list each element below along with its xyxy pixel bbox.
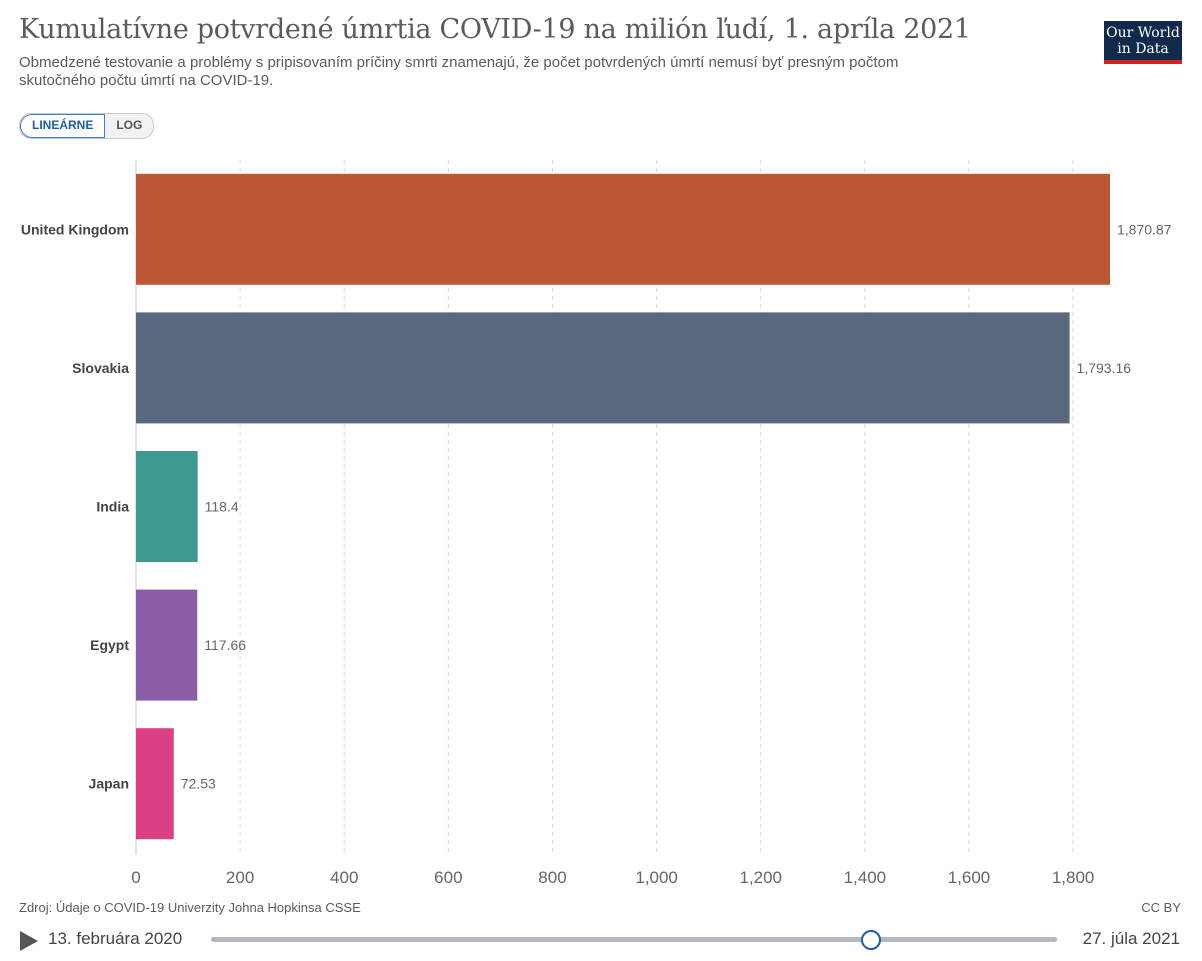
bar[interactable] bbox=[136, 451, 198, 562]
logo-accent-bar bbox=[1104, 60, 1182, 64]
x-tick-label: 1,800 bbox=[1052, 868, 1095, 887]
category-label: Slovakia bbox=[72, 360, 129, 376]
value-label: 118.4 bbox=[205, 499, 239, 515]
scale-toggle: LINEÁRNE LOG bbox=[19, 113, 155, 139]
x-tick-label: 200 bbox=[226, 868, 254, 887]
x-tick-label: 0 bbox=[131, 868, 140, 887]
bar[interactable] bbox=[136, 173, 1110, 285]
linear-scale-button[interactable]: LINEÁRNE bbox=[20, 114, 106, 138]
logo-line-1: Our World bbox=[1106, 25, 1180, 41]
x-tick-label: 400 bbox=[330, 868, 358, 887]
play-icon[interactable] bbox=[20, 931, 38, 951]
timeline-start-date[interactable]: 13. februára 2020 bbox=[48, 929, 183, 948]
category-label: United Kingdom bbox=[21, 221, 129, 237]
category-label: Japan bbox=[89, 776, 129, 792]
owid-logo[interactable]: Our World in Data bbox=[1104, 21, 1182, 64]
timeline-end-date[interactable]: 27. júla 2021 bbox=[1082, 929, 1180, 948]
x-tick-label: 1,000 bbox=[635, 868, 678, 887]
bar[interactable] bbox=[136, 312, 1070, 424]
timeline-track[interactable] bbox=[211, 937, 1057, 942]
value-label: 117.66 bbox=[204, 637, 246, 653]
timeline-handle[interactable] bbox=[860, 930, 881, 950]
x-tick-label: 1,600 bbox=[948, 868, 991, 887]
x-tick-label: 1,400 bbox=[844, 868, 887, 887]
bar-chart: 0 200 400 600 800 1,000 1,200 1,400 1,600 1,800 Un… bbox=[21, 160, 1172, 887]
x-tick-label: 800 bbox=[538, 868, 566, 887]
value-label: 1,793.16 bbox=[1077, 360, 1132, 376]
category-label: Egypt bbox=[90, 637, 129, 653]
category-label: India bbox=[96, 499, 129, 515]
bar[interactable] bbox=[136, 728, 174, 840]
x-tick-label: 1,200 bbox=[739, 868, 782, 887]
bar[interactable] bbox=[136, 589, 198, 701]
log-scale-button[interactable]: LOG bbox=[105, 114, 154, 138]
license-link[interactable]: CC BY bbox=[1141, 900, 1181, 915]
source-note[interactable]: Zdroj: Údaje o COVID-19 Univerzity Johna… bbox=[19, 900, 361, 915]
x-tick-label: 600 bbox=[434, 868, 462, 887]
value-label: 72.53 bbox=[181, 776, 216, 792]
timeline: 13. februára 2020 27. júla 2021 bbox=[0, 922, 1202, 958]
logo-line-2: in Data bbox=[1117, 41, 1169, 57]
chart-subtitle: Obmedzené testovanie a problémy s pripis… bbox=[19, 54, 899, 89]
value-label: 1,870.87 bbox=[1117, 221, 1172, 237]
chart-title: Kumulatívne potvrdené úmrtia COVID-19 na… bbox=[19, 14, 971, 45]
